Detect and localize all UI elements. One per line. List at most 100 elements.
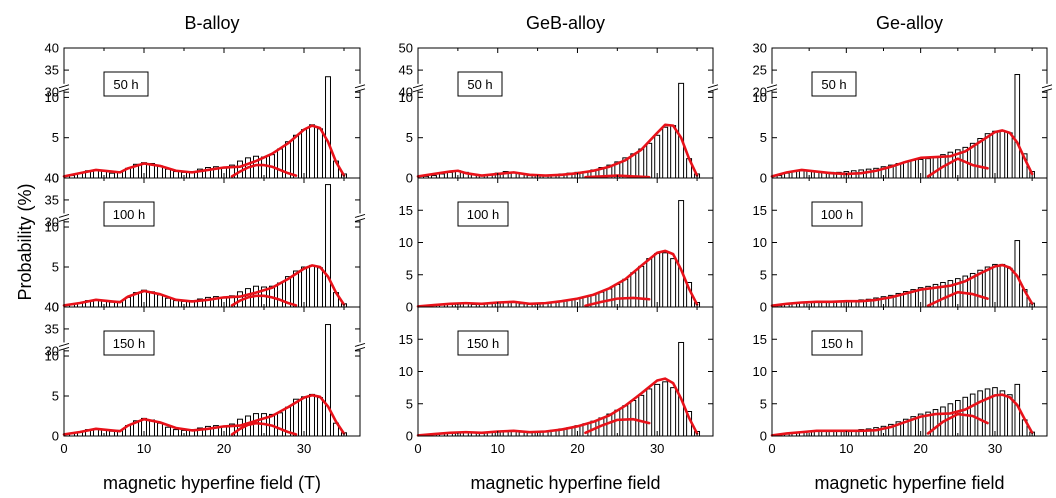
histogram-bar — [317, 397, 323, 437]
y-tick-label: 0 — [52, 171, 59, 186]
histogram-bar — [678, 200, 685, 308]
axis-break-mark — [354, 84, 366, 89]
time-tag-box — [103, 330, 155, 356]
y-tick-label: 0 — [760, 429, 767, 444]
axis-break-mark — [58, 213, 70, 218]
axis-break-mask — [60, 83, 68, 91]
fit-curve-component — [230, 421, 298, 436]
axis-break-mark — [1041, 84, 1053, 89]
y-tick-label: 10 — [753, 90, 767, 105]
histogram-bar — [606, 288, 613, 308]
x-tick-label: 30 — [650, 441, 664, 456]
histogram-bar — [173, 300, 179, 308]
fit-curve-total — [770, 129, 1034, 178]
x-axis-label: magnetic hyperfine field — [814, 473, 1004, 493]
fit-curve-component — [584, 417, 651, 435]
x-axis-label: magnetic hyperfine field (T) — [103, 473, 321, 493]
y-tick-label: 15 — [753, 203, 767, 218]
y-tick-label: 15 — [399, 332, 413, 347]
histogram-bar — [622, 278, 629, 308]
x-tick-label: 30 — [297, 441, 311, 456]
histogram-bar — [654, 134, 661, 179]
axis-break-mask — [1043, 83, 1051, 91]
histogram-bar — [654, 383, 661, 437]
y-axis-label: Probability (%) — [15, 183, 35, 300]
y-tick-label: 10 — [45, 220, 59, 235]
y-tick-label: 5 — [52, 130, 59, 145]
histogram-bar — [614, 409, 621, 437]
histogram-bar — [678, 82, 685, 179]
fit-curve-total — [416, 377, 699, 437]
time-tag-box — [457, 201, 509, 227]
y-tick-label: 5 — [760, 396, 767, 411]
histogram-bar — [157, 294, 163, 308]
y-tick-label: 35 — [45, 192, 59, 207]
y-tick-label: 0 — [406, 300, 413, 315]
x-tick-label: 20 — [217, 441, 231, 456]
histogram-bar — [293, 134, 299, 179]
histogram-bar — [670, 125, 677, 179]
histogram-bar — [109, 301, 115, 308]
axis-break-mark — [707, 88, 719, 93]
x-tick-label: 10 — [490, 441, 504, 456]
panel-frame — [417, 47, 714, 179]
x-tick-label: 20 — [913, 441, 927, 456]
y-tick-label: 0 — [760, 300, 767, 315]
fit-curve-total — [62, 264, 346, 307]
time-tag-box — [457, 71, 503, 97]
time-tag-box — [811, 330, 863, 356]
time-tag-box — [103, 71, 149, 97]
histogram-bar — [999, 129, 1006, 179]
time-tag-label: 50 h — [113, 77, 138, 92]
histogram-bar — [1007, 394, 1013, 437]
x-tick-label: 0 — [60, 441, 67, 456]
histogram-bar — [325, 76, 331, 179]
x-tick-label: 30 — [988, 441, 1002, 456]
x-tick-label: 0 — [414, 441, 421, 456]
axis-break-mark — [354, 213, 366, 218]
column-title: GeB-alloy — [526, 13, 605, 33]
axis-break-mark — [58, 346, 70, 351]
panel-100h: 5 10 15 0 100 h — [753, 177, 1048, 315]
panel-frame — [417, 306, 714, 437]
y-tick-label: 25 — [753, 63, 767, 78]
y-tick-label: 10 — [45, 90, 59, 105]
histogram-bar — [301, 129, 307, 179]
y-tick-label: 5 — [760, 267, 767, 282]
y-tick-label: 5 — [52, 260, 59, 275]
fit-curve-component — [926, 157, 989, 178]
histogram-bar — [317, 267, 323, 308]
histogram-bar — [165, 297, 171, 308]
y-tick-label: 5 — [406, 396, 413, 411]
time-tag-box — [457, 330, 509, 356]
histogram-bar — [955, 400, 961, 437]
axis-break-mask — [356, 342, 364, 350]
axis-break-mask — [768, 83, 776, 91]
fit-curve-total — [62, 393, 346, 436]
y-tick-label: 15 — [399, 203, 413, 218]
histogram-bar — [646, 388, 653, 437]
axis-break-mark — [412, 88, 424, 93]
panel-frame — [771, 177, 1048, 308]
axis-break-mask — [356, 213, 364, 221]
y-tick-label: 30 — [753, 41, 767, 56]
fit-curve-total — [770, 263, 1034, 308]
panel-frame — [63, 47, 361, 179]
axis-break-mark — [766, 84, 778, 89]
histogram-bar — [325, 184, 331, 308]
axis-break-mark — [1041, 88, 1053, 93]
x-axis-label: magnetic hyperfine field — [470, 473, 660, 493]
time-tag-box — [811, 71, 857, 97]
axis-break-mark — [58, 217, 70, 222]
y-tick-label: 30 — [45, 214, 59, 229]
histogram-bar — [670, 387, 677, 437]
histogram-bar — [109, 172, 115, 179]
y-tick-label: 5 — [52, 389, 59, 404]
axis-break-mark — [412, 84, 424, 89]
histogram-bar — [309, 264, 315, 308]
y-tick-label: 0 — [406, 171, 413, 186]
histogram-bar — [638, 148, 645, 179]
